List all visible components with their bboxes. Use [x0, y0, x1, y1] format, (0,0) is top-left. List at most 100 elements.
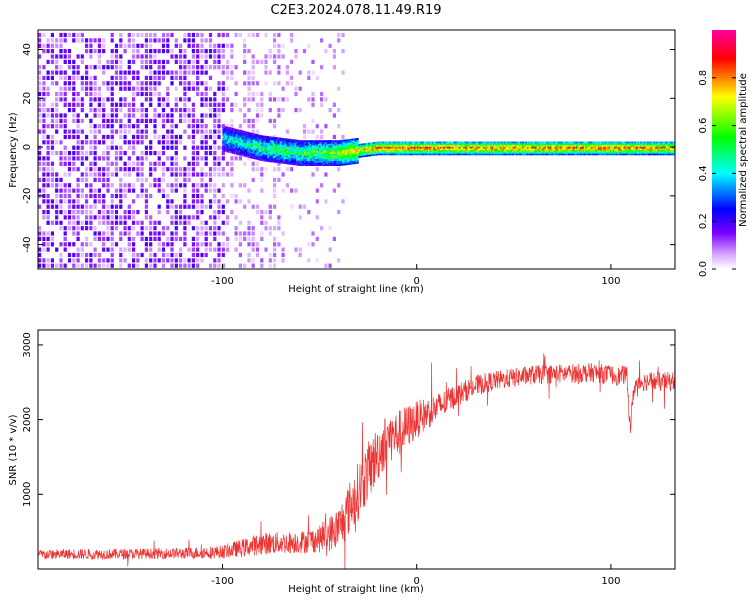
spectrogram-cell — [459, 151, 461, 154]
spectrogram-cell — [114, 108, 119, 113]
spectrogram-cell — [196, 118, 200, 123]
spectrogram-cell — [631, 144, 634, 147]
spectrogram-cell — [620, 150, 623, 152]
spectrogram-cell — [149, 70, 153, 75]
spectrogram-cell — [248, 140, 250, 143]
spectrogram-cell — [221, 54, 225, 59]
spectrogram-cell — [501, 146, 503, 149]
spectrogram-cell — [204, 145, 208, 150]
spectrogram-cell — [479, 141, 481, 144]
spectrogram-cell — [136, 49, 140, 54]
spectrogram-cell — [484, 144, 487, 147]
spectrogram-cell — [297, 139, 299, 142]
spectrogram-cell — [80, 97, 84, 102]
spectrogram-cell — [166, 236, 170, 241]
spectrogram-cell — [585, 153, 588, 156]
spectrogram-cell — [266, 153, 268, 155]
spectrogram-cell — [372, 150, 374, 153]
spectrogram-cell — [102, 108, 106, 113]
spectrogram-cell — [191, 134, 195, 140]
spectrogram-cell — [114, 226, 119, 231]
spectrogram-cell — [395, 148, 397, 151]
spectrogram-cell — [396, 151, 399, 154]
spectrogram-cell — [614, 144, 616, 147]
spectrogram-cell — [157, 102, 161, 107]
spectrogram-cell — [260, 142, 263, 144]
spectrogram-cell — [334, 160, 336, 163]
spectrogram-cell — [340, 148, 343, 151]
spectrogram-cell — [260, 97, 264, 102]
spectrogram-cell — [404, 150, 407, 152]
spectrogram-cell — [50, 59, 54, 64]
spectrogram-cell — [55, 263, 59, 268]
spectrogram-cell — [236, 139, 238, 142]
spectrogram-cell — [547, 144, 549, 147]
spectrogram-cell — [59, 54, 63, 59]
spectrogram-cell — [294, 156, 297, 159]
spectrogram-cell — [422, 141, 424, 144]
spectrogram-cell — [317, 141, 320, 144]
spectrogram-cell — [161, 65, 166, 70]
spectrogram-cell — [119, 97, 123, 102]
spectrogram-cell — [297, 141, 299, 144]
spectrogram-cell — [161, 167, 166, 172]
spectrogram-cell — [336, 153, 339, 156]
spectrogram-cell — [376, 150, 378, 153]
spectrogram-cell — [434, 146, 437, 149]
spectrogram-cell — [63, 134, 67, 140]
spectrogram-cell — [157, 65, 161, 70]
spectrogram-cell — [72, 75, 76, 80]
spectrogram-cell — [480, 141, 483, 144]
spectrogram-cell — [609, 151, 612, 154]
spectrogram-cell — [434, 143, 437, 146]
spectrogram-cell — [226, 75, 230, 80]
spectrogram-cell — [67, 134, 72, 140]
spectrogram-cell — [438, 143, 441, 146]
spectrogram-cell — [576, 153, 578, 156]
spectrogram-cell — [491, 150, 494, 152]
spectrogram-cell — [342, 139, 344, 142]
spectrogram-cell — [608, 146, 611, 149]
spectrogram-cell — [213, 161, 217, 166]
spectrogram-cell — [260, 220, 264, 225]
spectrogram-cell — [533, 141, 536, 144]
spectrogram-cell — [72, 134, 76, 140]
spectrogram-cell — [393, 153, 396, 156]
spectrogram-cell — [357, 138, 359, 140]
spectrogram-cell — [161, 193, 166, 199]
spectrogram-cell — [623, 151, 626, 154]
spectrogram-cell — [313, 148, 316, 151]
spectrogram-cell — [346, 142, 348, 145]
spectrogram-cell — [537, 141, 540, 144]
spectrogram-cell — [208, 97, 213, 102]
spectrogram-cell — [204, 102, 208, 107]
spectrogram-cell — [524, 148, 526, 151]
spectrogram-cell — [232, 133, 234, 135]
spectrogram-cell — [245, 148, 248, 151]
spectrogram-cell — [237, 149, 240, 152]
spectrogram-cell — [548, 151, 551, 154]
spectrogram-cell — [200, 65, 204, 70]
spectrogram-cell — [544, 146, 547, 149]
spectrogram-cell — [252, 146, 254, 149]
spectrogram-cell — [495, 151, 498, 154]
spectrogram-cell — [226, 59, 230, 64]
spectrogram-cell — [183, 183, 187, 188]
spectrogram-cell — [353, 138, 355, 141]
spectrogram-cell — [234, 156, 238, 161]
spectrogram-cell — [427, 146, 430, 149]
spectrogram-cell — [351, 148, 354, 151]
spectrogram-cell — [50, 140, 54, 145]
spectrogram-cell — [208, 242, 213, 247]
spectrogram-cell — [170, 236, 174, 241]
spectrogram-cell — [97, 129, 101, 134]
spectrogram-cell — [279, 153, 282, 155]
spectrogram-cell — [42, 167, 46, 172]
spectrogram-cell — [374, 143, 377, 146]
spectrogram-cell — [423, 144, 426, 147]
spectrogram-cell — [245, 150, 248, 153]
spectrogram-cell — [208, 231, 213, 236]
spectrogram-cell — [132, 242, 136, 247]
spectrogram-cell — [301, 164, 303, 166]
spectrogram-cell — [338, 160, 340, 163]
